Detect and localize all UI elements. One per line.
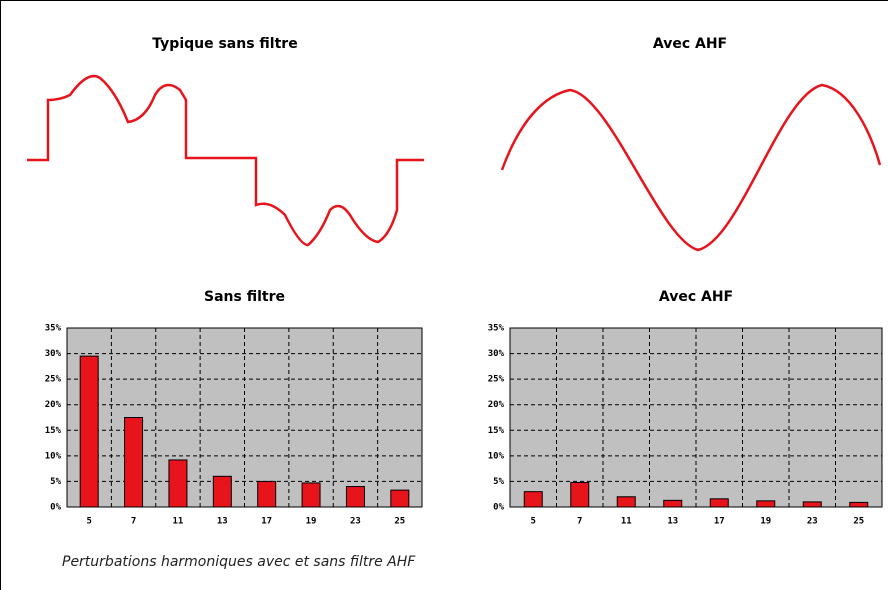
bar: [168, 459, 188, 508]
bar: [663, 499, 683, 508]
waveform-title: Avec AHF: [653, 36, 727, 52]
x-tick-label: 25: [853, 517, 864, 527]
x-tick-label: 25: [394, 517, 405, 527]
x-tick-label: 17: [261, 517, 272, 527]
bar: [79, 355, 99, 508]
chart-title: Sans filtre: [204, 289, 285, 305]
bar: [124, 417, 144, 508]
x-tick-label: 13: [217, 517, 228, 527]
bar: [616, 496, 636, 508]
x-tick-label: 13: [667, 517, 678, 527]
y-tick-label: 25%: [488, 375, 505, 385]
plot-area: [509, 327, 883, 508]
y-tick-label: 35%: [488, 324, 505, 334]
y-tick-label: 5%: [50, 477, 61, 487]
y-tick-label: 35%: [45, 324, 62, 334]
y-tick-label: 25%: [45, 375, 62, 385]
x-tick-label: 23: [807, 517, 818, 527]
y-tick-label: 10%: [45, 451, 62, 461]
y-tick-label: 30%: [488, 349, 505, 359]
x-tick-label: 7: [131, 517, 136, 527]
x-tick-label: 5: [86, 517, 91, 527]
plot-area: [66, 327, 423, 508]
waveform: [500, 83, 882, 252]
y-tick-label: 30%: [45, 349, 62, 359]
bar: [849, 501, 869, 508]
y-tick-label: 15%: [488, 426, 505, 436]
bar: [570, 481, 590, 508]
y-tick-label: 20%: [488, 400, 505, 410]
x-tick-label: 23: [350, 517, 361, 527]
waveform: [27, 74, 424, 247]
y-tick-label: 20%: [45, 400, 62, 410]
x-tick-label: 17: [714, 517, 725, 527]
y-tick-label: 0%: [50, 503, 61, 513]
bar: [390, 489, 410, 508]
y-tick-label: 0%: [493, 503, 504, 513]
bar: [301, 482, 321, 508]
y-tick-label: 15%: [45, 426, 62, 436]
x-tick-label: 19: [760, 517, 771, 527]
x-tick-label: 11: [173, 517, 184, 527]
x-tick-label: 5: [531, 517, 536, 527]
waveform-title: Typique sans filtre: [152, 36, 297, 52]
y-tick-label: 10%: [488, 451, 505, 461]
x-tick-label: 11: [621, 517, 632, 527]
bar: [756, 500, 776, 508]
bar: [523, 491, 543, 508]
bar: [212, 475, 232, 508]
bar: [257, 480, 277, 508]
chart-title: Avec AHF: [659, 289, 733, 305]
x-tick-label: 19: [306, 517, 317, 527]
caption: Perturbations harmoniques avec et sans f…: [62, 554, 416, 570]
y-tick-label: 5%: [493, 477, 504, 487]
x-tick-label: 7: [577, 517, 582, 527]
bar: [709, 498, 729, 508]
bar: [802, 501, 822, 508]
bar: [345, 486, 365, 508]
